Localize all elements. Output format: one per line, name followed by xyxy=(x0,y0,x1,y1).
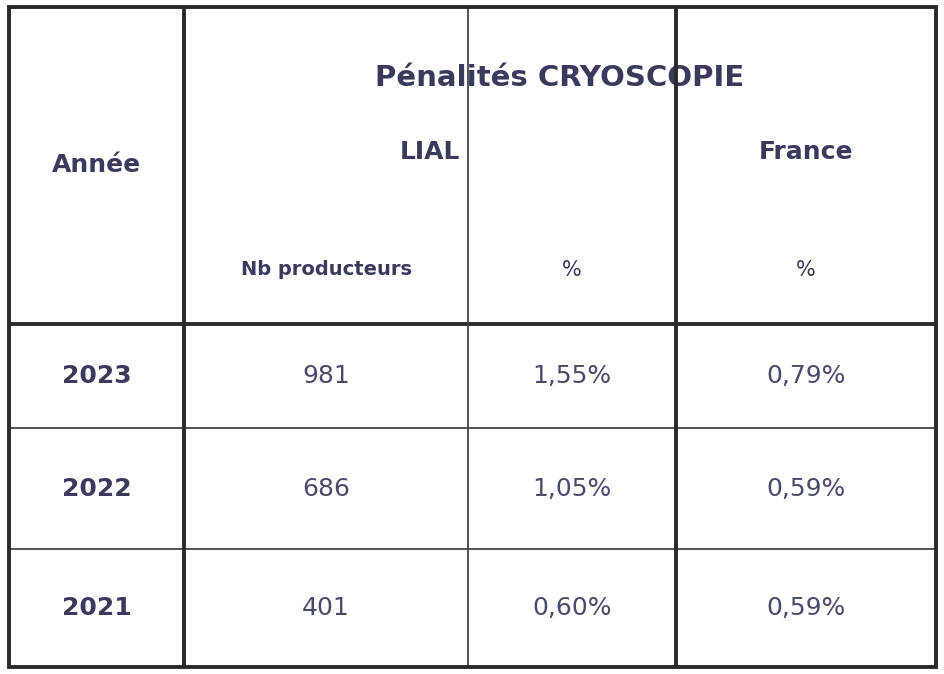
Text: 0,59%: 0,59% xyxy=(766,477,844,501)
Text: 1,05%: 1,05% xyxy=(531,477,611,501)
Text: 0,59%: 0,59% xyxy=(766,596,844,620)
Text: 401: 401 xyxy=(302,596,349,620)
Text: %: % xyxy=(562,259,581,280)
Text: 1,55%: 1,55% xyxy=(531,364,611,388)
Text: 981: 981 xyxy=(302,364,349,388)
Text: Pénalités CRYOSCOPIE: Pénalités CRYOSCOPIE xyxy=(375,63,744,92)
Text: 0,79%: 0,79% xyxy=(766,364,844,388)
Text: France: France xyxy=(757,140,851,164)
Text: 686: 686 xyxy=(302,477,349,501)
Text: 2023: 2023 xyxy=(62,364,131,388)
Text: %: % xyxy=(795,259,815,280)
Text: Nb producteurs: Nb producteurs xyxy=(241,260,411,279)
Text: 2022: 2022 xyxy=(62,477,131,501)
Text: 0,60%: 0,60% xyxy=(531,596,611,620)
Text: LIAL: LIAL xyxy=(399,140,460,164)
Text: Année: Année xyxy=(52,153,142,177)
Text: 2021: 2021 xyxy=(62,596,131,620)
